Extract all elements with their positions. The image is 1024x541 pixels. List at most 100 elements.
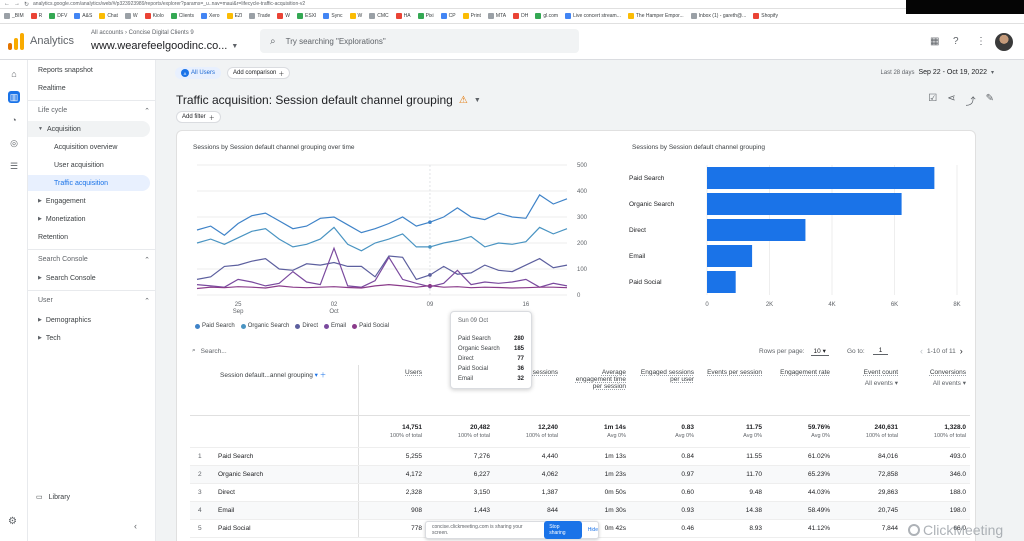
bookmark-item[interactable]: Sync [323, 13, 343, 19]
configure-icon[interactable]: ☰ [9, 161, 19, 171]
apps-grid-icon[interactable]: ▦ [930, 36, 940, 47]
bookmark-item[interactable]: Trade [249, 13, 270, 19]
bookmark-item[interactable]: DFV [49, 13, 67, 19]
more-vert-icon[interactable]: ⋮ [976, 36, 986, 47]
bookmark-item[interactable]: A&S [74, 13, 92, 19]
nav-search-console[interactable]: ▶ Search Console [28, 270, 150, 286]
bar-paid-search[interactable] [707, 167, 935, 189]
nav-section-user[interactable]: User ⌃ [38, 297, 150, 305]
table-row[interactable]: 3 Direct 2,328 3,150 1,387 0m 50s 0.60 9.48 44.0… [190, 483, 970, 502]
bar-chart[interactable]: 0 2K 4K 6K 8K Paid Search Organic Search Direct… [627, 155, 967, 323]
bookmark-item[interactable]: W [349, 13, 362, 19]
column-header[interactable]: Average engagement time per session [562, 365, 630, 416]
column-header[interactable]: Event count All events ▾ [834, 365, 902, 416]
date-range-picker[interactable]: Last 28 days Sep 22 - Oct 19, 2022 ▾ [880, 69, 994, 76]
legend-item[interactable]: Direct [295, 323, 318, 329]
bookmark-item[interactable]: W [277, 13, 290, 19]
nav-engagement[interactable]: ▶ Engagement [28, 193, 150, 209]
bookmark-item[interactable]: CMC [369, 13, 389, 19]
legend-item[interactable]: Paid Social [352, 323, 389, 329]
nav-acquisition[interactable]: ▼ Acquisition [28, 121, 150, 137]
bookmark-item[interactable]: Clients [170, 13, 194, 19]
nav-user-acquisition[interactable]: User acquisition [54, 161, 104, 169]
nav-tech[interactable]: ▶ Tech [28, 330, 150, 346]
add-filter-button[interactable]: Add filter ＋ [176, 111, 221, 123]
bar-paid-social[interactable] [707, 271, 736, 293]
share-icon[interactable]: ⋖ [947, 93, 956, 104]
series-line-direct[interactable] [196, 255, 568, 281]
column-header[interactable]: Events per session [698, 365, 766, 416]
bookmark-item[interactable]: Shopify [753, 13, 778, 19]
next-page-icon[interactable]: › [959, 346, 963, 356]
bookmark-item[interactable]: ESXI [297, 13, 316, 19]
bookmark-item[interactable]: _BIM [4, 13, 24, 19]
edit-icon[interactable]: ✎ [985, 93, 994, 104]
explore-icon[interactable]: ◔ [11, 115, 17, 125]
table-row[interactable]: 1 Paid Search 5,255 7,276 4,440 1m 13s 0.84 11.… [190, 447, 970, 466]
nav-section-search-console[interactable]: Search Console ⌃ [38, 256, 150, 264]
table-row[interactable]: 2 Organic Search 4,172 6,227 4,062 1m 23s 0.97… [190, 465, 970, 484]
goto-input[interactable]: 1 [872, 347, 889, 355]
insights-icon[interactable]: ⤴ [965, 97, 976, 108]
back-arrow-icon[interactable]: ← [4, 1, 10, 7]
bookmark-item[interactable]: Kiolo [144, 13, 164, 19]
bookmark-item[interactable]: Live concert stream... [565, 13, 621, 19]
bar-organic-search[interactable] [707, 193, 902, 215]
bookmark-item[interactable]: The Hamper Empor... [627, 13, 684, 19]
column-header[interactable]: Engagement rate [766, 365, 834, 416]
bar-direct[interactable] [707, 219, 806, 241]
reload-icon[interactable]: ↻ [24, 1, 30, 8]
nav-realtime[interactable]: Realtime [38, 84, 66, 92]
bookmark-item[interactable]: MTA [487, 13, 506, 19]
stop-sharing-button[interactable]: Stop sharing [544, 521, 582, 539]
legend-item[interactable]: Email [324, 323, 346, 329]
bookmark-item[interactable]: DH [513, 13, 528, 19]
hide-button[interactable]: Hide [587, 527, 598, 533]
series-line-paid-social[interactable] [196, 283, 568, 290]
series-line-email[interactable] [196, 246, 568, 288]
add-comparison-button[interactable]: Add comparison ＋ [227, 67, 291, 79]
bookmark-item[interactable]: gl.com [535, 13, 558, 19]
rows-per-page-select[interactable]: 10 ▾ [810, 347, 829, 356]
table-row[interactable]: 4 Email 908 1,443 844 1m 30s 0.93 14.38 58.49% 20… [190, 501, 970, 520]
column-event-filter[interactable]: All events ▾ [932, 380, 966, 387]
legend-item[interactable]: Organic Search [240, 323, 289, 329]
nav-monetization[interactable]: ▶ Monetization [28, 211, 150, 227]
search-input[interactable]: ⌕ Try searching "Explorations" [260, 29, 579, 53]
advertising-icon[interactable]: ◎ [10, 138, 18, 148]
home-icon[interactable]: ⌂ [11, 69, 17, 79]
warning-icon[interactable]: ⚠ [458, 94, 468, 106]
nav-retention[interactable]: Retention [38, 233, 68, 241]
help-icon[interactable]: ? [953, 36, 959, 47]
nav-reports-snapshot[interactable]: Reports snapshot [38, 66, 93, 74]
series-line-paid-search[interactable] [196, 194, 568, 236]
all-users-chip[interactable]: A All Users [175, 67, 222, 79]
series-line-organic-search[interactable] [196, 226, 568, 252]
nav-library[interactable]: ▭ Library [36, 493, 70, 502]
bookmark-item[interactable]: Xero [201, 13, 220, 19]
bookmark-item[interactable]: Inbox (1) - gareth@... [690, 13, 746, 19]
chevron-down-icon[interactable]: ▼ [473, 96, 481, 104]
nav-section-life-cycle[interactable]: Life cycle ⌃ [38, 107, 150, 115]
dimension-header[interactable]: Session default...annel grouping ▾ ＋ [190, 365, 359, 416]
bookmark-item[interactable]: CP [440, 13, 456, 19]
collapse-nav-icon[interactable]: ‹ [134, 521, 137, 531]
bookmark-item[interactable]: Pixi [417, 13, 434, 19]
add-dimension-icon[interactable]: ▾ ＋ [312, 372, 327, 379]
bookmark-item[interactable]: W [124, 13, 138, 19]
nav-acquisition-overview[interactable]: Acquisition overview [54, 143, 118, 151]
customize-report-icon[interactable]: ☑ [928, 93, 938, 104]
browser-url-text[interactable]: analytics.google.com/analytics/web/#/p32… [33, 1, 306, 7]
bar-email[interactable] [707, 245, 753, 267]
column-header[interactable]: Conversions All events ▾ [902, 365, 970, 416]
prev-page-icon[interactable]: ‹ [920, 346, 923, 356]
browser-address-bar[interactable]: ← → ↻ analytics.google.com/analytics/web… [0, 0, 1024, 9]
nav-traffic-acquisition[interactable]: Traffic acquisition [28, 175, 150, 191]
bookmark-item[interactable]: Print [462, 13, 481, 19]
bookmark-item[interactable]: R [30, 13, 42, 19]
account-breadcrumb[interactable]: All accounts › Concise Digital Clients 9 [91, 30, 194, 36]
table-search-input[interactable]: ⌕ Search... [192, 347, 227, 355]
bookmark-item[interactable]: EZI [226, 13, 242, 19]
column-header[interactable]: Users [358, 365, 426, 416]
avatar[interactable] [995, 33, 1013, 51]
